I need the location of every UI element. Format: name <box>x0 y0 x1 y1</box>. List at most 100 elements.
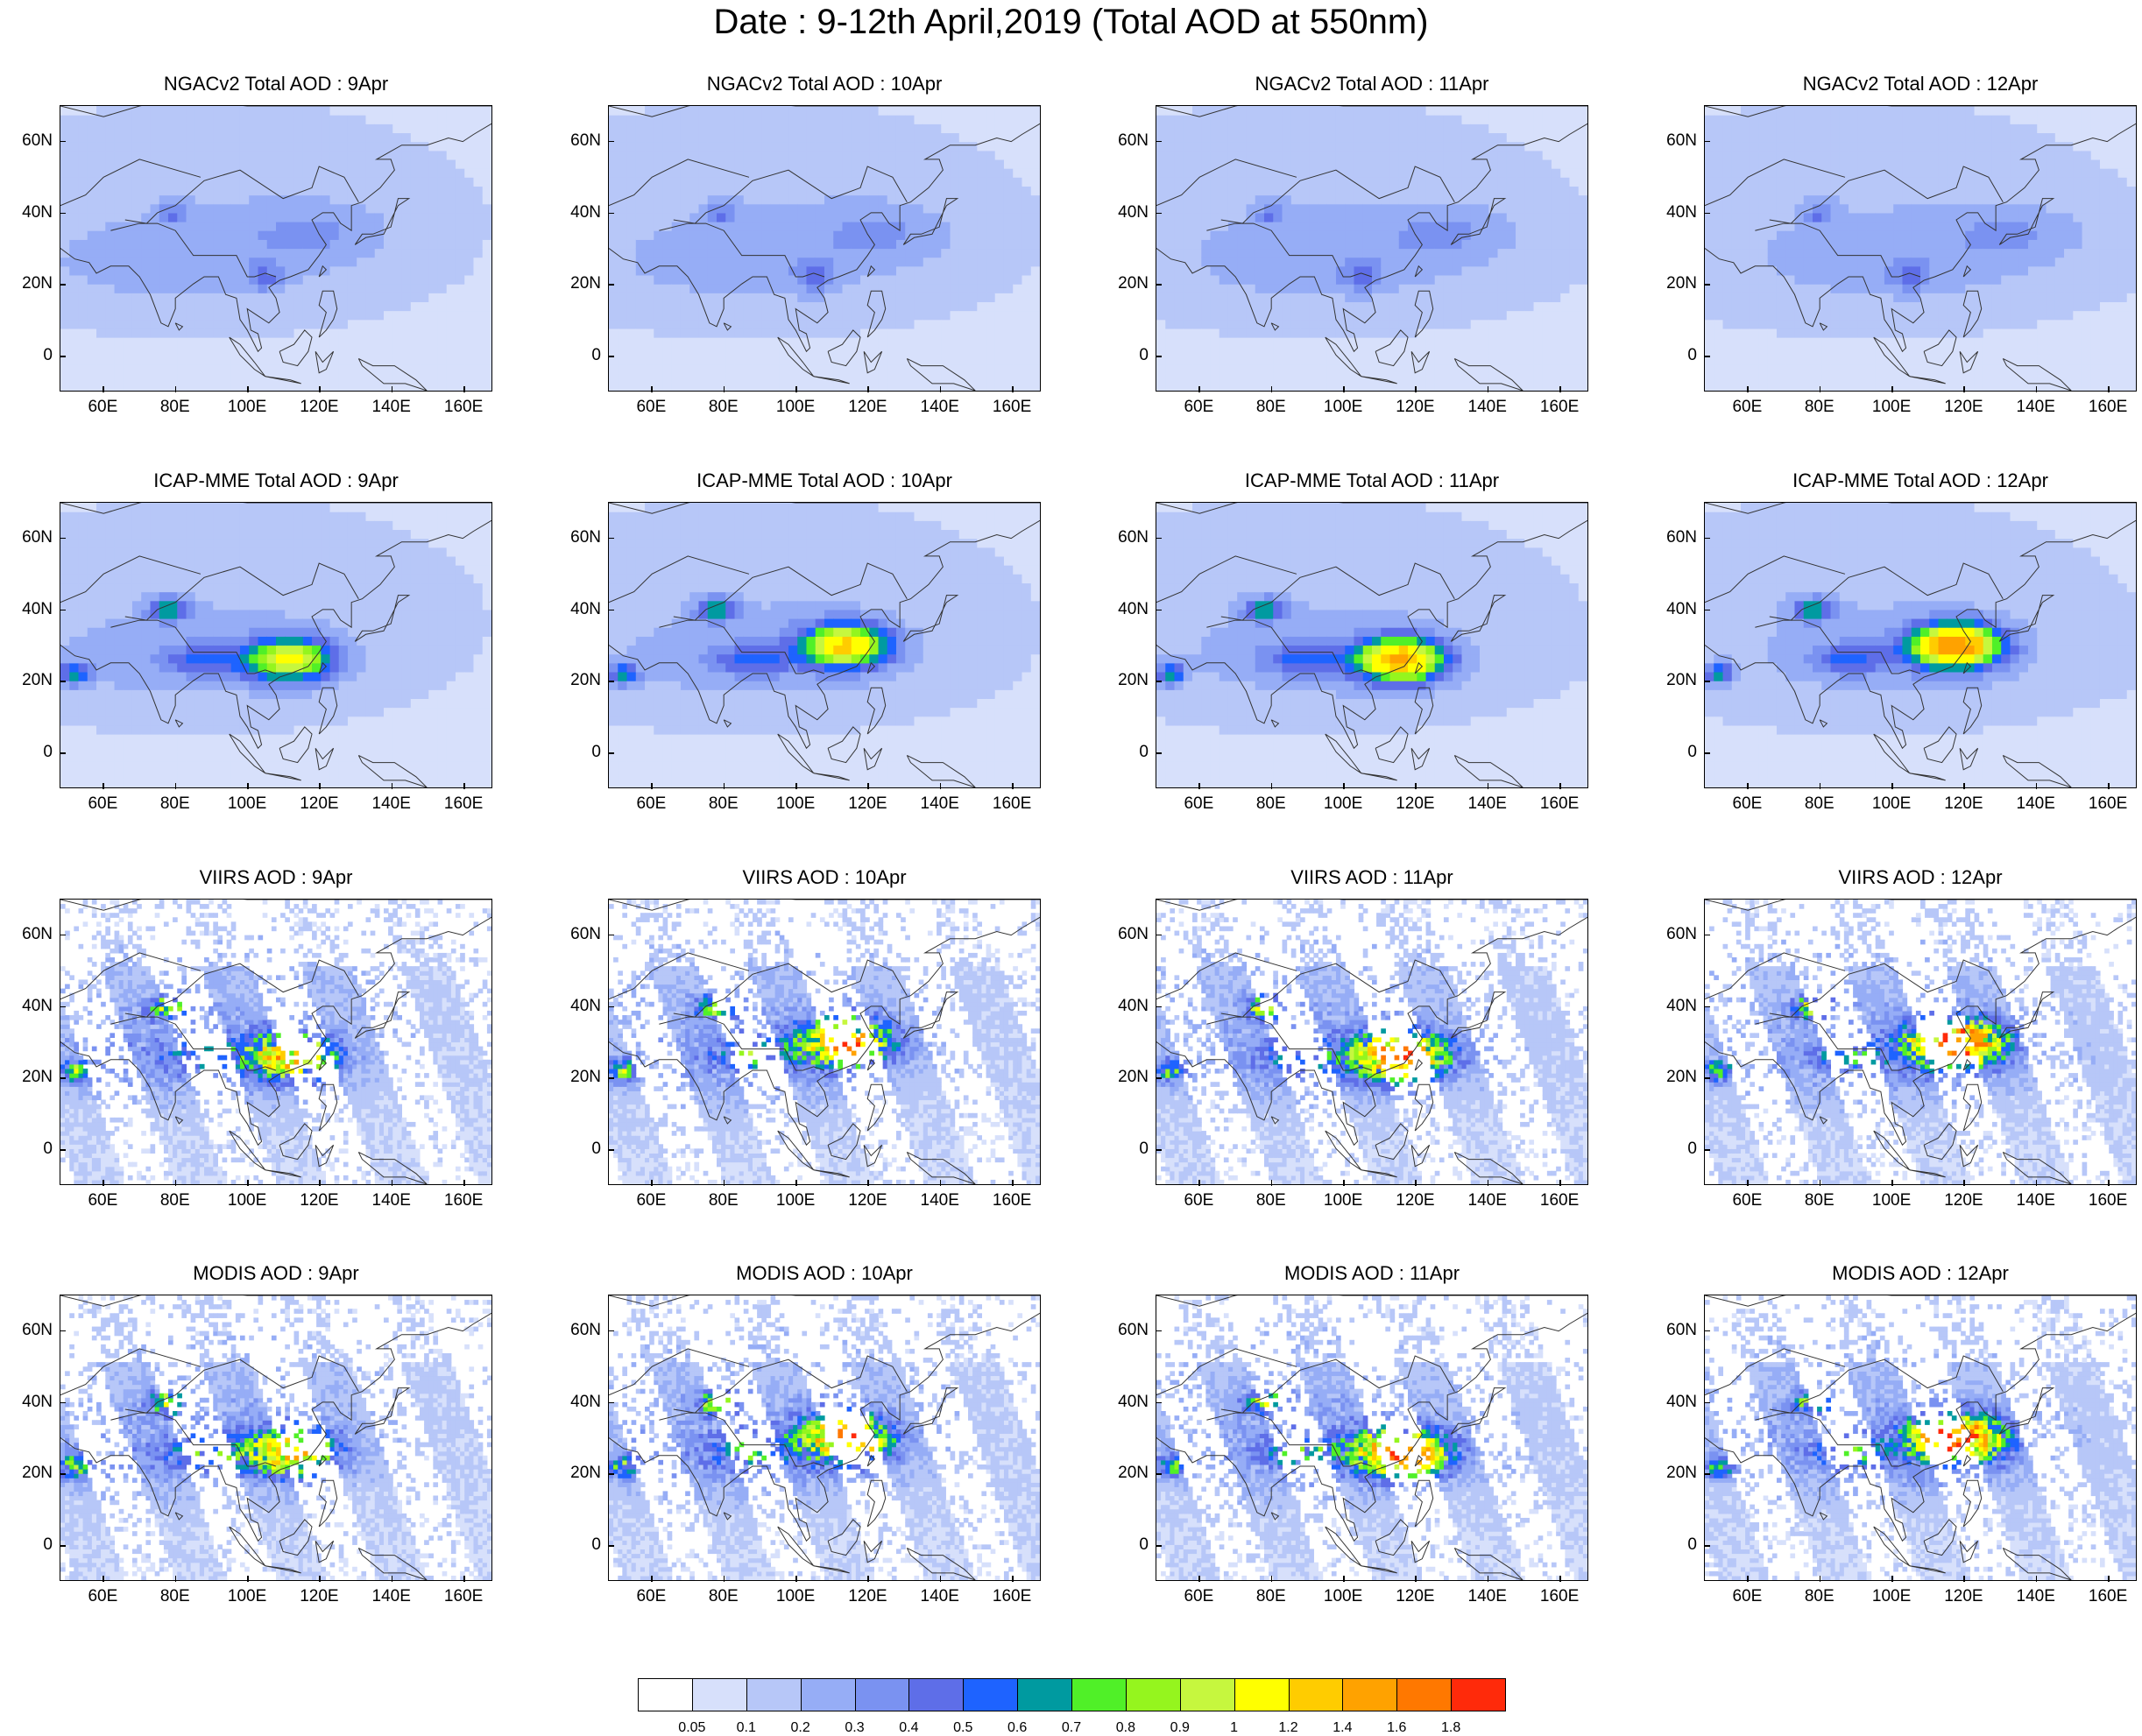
lat-tick-label: 0 <box>548 1535 601 1555</box>
lon-tick-label: 100E <box>1312 794 1374 814</box>
lon-tick-label: 120E <box>288 1191 350 1210</box>
lon-tick <box>1343 783 1345 789</box>
panel-title: ICAP-MME Total AOD : 11Apr <box>1156 467 1588 495</box>
colorbar-box <box>855 1678 910 1711</box>
lon-tick-label: 60E <box>1168 398 1229 417</box>
lon-tick-label: 140E <box>361 1587 422 1606</box>
lon-tick-label: 60E <box>620 398 682 417</box>
lon-tick-label: 160E <box>433 794 494 814</box>
lon-tick <box>247 386 249 392</box>
lon-tick <box>2036 386 2038 392</box>
lon-tick <box>103 1576 104 1582</box>
lat-tick <box>608 1330 614 1332</box>
aod-map <box>1704 1295 2137 1581</box>
lat-tick-label: 60N <box>0 925 53 944</box>
coastline <box>1325 1131 1361 1170</box>
lat-tick <box>608 1545 614 1547</box>
lat-tick <box>60 1402 66 1404</box>
aod-map <box>1156 1295 1588 1581</box>
lat-tick <box>608 681 614 682</box>
lon-tick-label: 160E <box>2077 1587 2138 1606</box>
colorbar-label: 0.2 <box>774 1720 827 1736</box>
lon-tick-label: 100E <box>1861 398 1922 417</box>
lon-tick-label: 80E <box>1789 1191 1850 1210</box>
lon-tick <box>651 1180 653 1186</box>
lat-tick <box>608 935 614 936</box>
lon-tick <box>247 1180 249 1186</box>
lat-tick <box>1704 538 1710 540</box>
lon-tick <box>940 1180 942 1186</box>
main-title: Date : 9-12th April,2019 (Total AOD at 5… <box>0 0 2142 44</box>
lon-tick <box>1343 1576 1345 1582</box>
lon-tick-label: 80E <box>693 794 754 814</box>
lon-tick-label: 80E <box>1241 1191 1302 1210</box>
aod-field <box>1156 106 1587 391</box>
lat-tick <box>608 752 614 754</box>
lon-tick <box>651 1576 653 1582</box>
lon-tick <box>1747 1180 1749 1186</box>
aod-cells <box>609 1295 1040 1580</box>
lon-tick <box>795 1180 797 1186</box>
lon-tick <box>1559 386 1561 392</box>
colorbar-box <box>746 1678 802 1711</box>
lat-tick <box>1704 610 1710 611</box>
lon-tick <box>175 783 177 789</box>
lon-tick-label: 100E <box>1312 1191 1374 1210</box>
lat-tick <box>1156 1006 1162 1008</box>
lon-tick <box>795 1576 797 1582</box>
lat-tick-label: 40N <box>548 997 601 1016</box>
aod-field <box>1705 106 2136 391</box>
lon-tick-label: 100E <box>765 794 826 814</box>
panel-title: MODIS AOD : 10Apr <box>608 1260 1041 1288</box>
lat-tick <box>608 1402 614 1404</box>
lon-tick <box>1271 1180 1273 1186</box>
lon-tick <box>247 783 249 789</box>
lon-tick-label: 60E <box>1716 398 1778 417</box>
lon-tick-label: 80E <box>1789 1587 1850 1606</box>
aod-cells <box>1705 1295 2136 1580</box>
lat-tick-label: 60N <box>1096 1321 1149 1340</box>
lat-tick-label: 20N <box>1096 1068 1149 1087</box>
lat-tick-label: 60N <box>548 528 601 547</box>
lon-tick-label: 140E <box>909 398 971 417</box>
lat-tick <box>60 610 66 611</box>
lon-tick <box>392 386 393 392</box>
lon-tick <box>1559 1576 1561 1582</box>
lon-tick-label: 60E <box>72 398 133 417</box>
lat-tick-label: 40N <box>1096 997 1149 1016</box>
lat-tick <box>1156 610 1162 611</box>
lon-tick <box>1488 1576 1489 1582</box>
lat-tick-label: 20N <box>0 1464 53 1483</box>
lon-tick <box>463 1576 465 1582</box>
lon-tick-label: 120E <box>288 1587 350 1606</box>
aod-cells <box>1705 900 2136 1184</box>
lon-tick <box>1820 1576 1821 1582</box>
panel-title: VIIRS AOD : 9Apr <box>60 864 492 892</box>
aod-field <box>609 503 1040 787</box>
aod-cells <box>60 1295 491 1580</box>
lon-tick-label: 160E <box>2077 794 2138 814</box>
lon-tick-label: 120E <box>1933 398 1994 417</box>
colorbar-label: 0.7 <box>1045 1720 1098 1736</box>
lat-tick <box>60 1006 66 1008</box>
aod-map <box>1704 105 2137 392</box>
aod-cells <box>1156 503 1587 787</box>
lon-tick-label: 120E <box>288 794 350 814</box>
lat-tick <box>1704 1402 1710 1404</box>
lon-tick-label: 120E <box>1384 1587 1446 1606</box>
lon-tick <box>247 1576 249 1582</box>
lon-tick <box>1747 1576 1749 1582</box>
lon-tick <box>1891 783 1893 789</box>
aod-field <box>1156 1295 1587 1580</box>
lon-tick <box>2108 783 2110 789</box>
lon-tick-label: 100E <box>765 1191 826 1210</box>
lon-tick <box>392 1180 393 1186</box>
lat-tick <box>60 284 66 286</box>
lon-tick-label: 100E <box>216 1587 278 1606</box>
lat-tick-label: 0 <box>1644 1535 1697 1555</box>
colorbar-label: 0.5 <box>937 1720 989 1736</box>
